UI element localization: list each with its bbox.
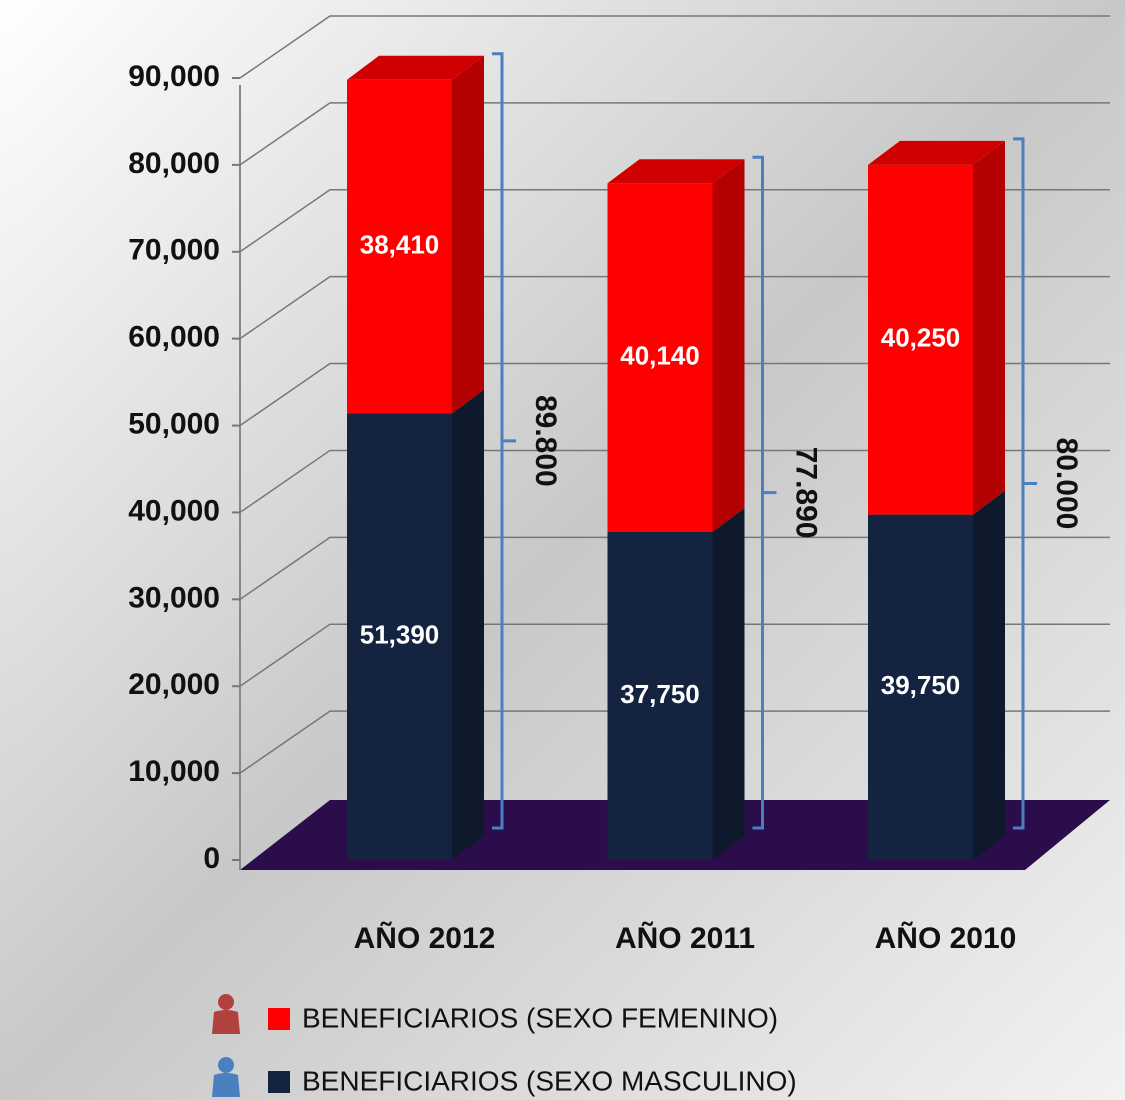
total-brace: [492, 52, 516, 830]
legend-icon: [212, 1010, 240, 1034]
grid-line: [239, 449, 1110, 514]
bar-side: [452, 389, 484, 860]
bar-side: [712, 159, 745, 532]
legend-label: BENEFICIARIOS (SEXO FEMENINO): [302, 1002, 778, 1033]
value-label: 37,750: [620, 679, 700, 709]
bar-segment: [868, 514, 973, 860]
bar-segment: [607, 183, 713, 532]
x-tick-label: AÑO 2012: [354, 921, 496, 955]
total-label: 77.890: [790, 447, 823, 539]
bar-top: [347, 55, 484, 80]
total-label: 80.000: [1050, 438, 1083, 530]
x-tick-label: AÑO 2010: [875, 921, 1017, 955]
total-brace: [1013, 137, 1037, 830]
y-tick-label: 0: [203, 842, 220, 875]
bar-segment: [868, 164, 973, 515]
y-tick-label: 80,000: [128, 147, 220, 180]
bar-top: [868, 140, 1005, 165]
value-label: 40,250: [881, 323, 961, 353]
legend-label: BENEFICIARIOS (SEXO MASCULINO): [302, 1065, 797, 1096]
x-tick-label: AÑO 2011: [615, 921, 755, 955]
y-tick-label: 20,000: [128, 668, 220, 701]
grid-line: [239, 189, 1110, 253]
grid-line: [239, 275, 1110, 340]
total-label: 89.800: [529, 395, 562, 487]
y-tick-label: 50,000: [128, 407, 220, 440]
grid-line: [239, 536, 1110, 600]
grid-line: [239, 15, 1110, 79]
y-tick-label: 70,000: [128, 234, 220, 267]
bar-segment: [607, 531, 713, 860]
bar-side: [973, 140, 1005, 515]
y-tick-label: 90,000: [128, 60, 220, 93]
legend-swatch: [268, 1008, 290, 1030]
grid-line: [239, 710, 1110, 774]
value-label: 40,140: [620, 340, 700, 370]
y-tick-label: 10,000: [128, 755, 220, 788]
bar-side: [973, 490, 1005, 860]
value-label: 38,410: [360, 229, 440, 259]
grid-line: [239, 102, 1110, 166]
bar-top: [607, 159, 745, 184]
total-brace: [752, 155, 777, 830]
y-tick-label: 40,000: [128, 494, 220, 527]
legend-icon: [218, 1057, 234, 1073]
legend-icon: [212, 1073, 240, 1097]
bar-segment: [347, 413, 452, 860]
bar-side: [712, 507, 745, 860]
value-label: 39,750: [881, 670, 961, 700]
value-label: 51,390: [360, 620, 440, 650]
bar-segment: [347, 79, 452, 414]
grid-line: [239, 623, 1110, 687]
grid-line: [239, 362, 1110, 427]
y-tick-label: 30,000: [128, 581, 220, 614]
bar-side: [452, 55, 484, 414]
legend-swatch: [268, 1071, 290, 1093]
legend-icon: [218, 994, 234, 1010]
y-tick-label: 60,000: [128, 321, 220, 354]
